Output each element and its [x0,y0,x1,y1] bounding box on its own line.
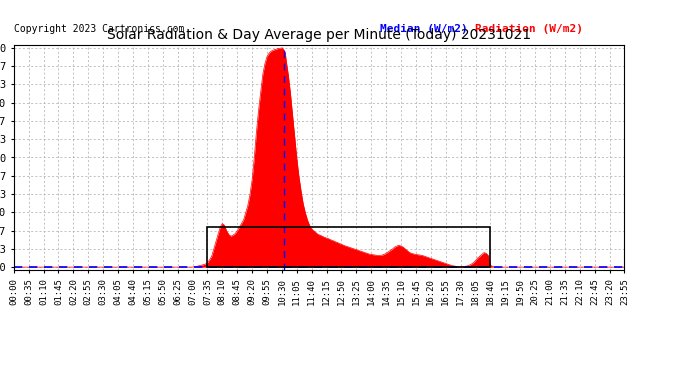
Text: Median (W/m2): Median (W/m2) [380,24,468,33]
Text: Radiation (W/m2): Radiation (W/m2) [475,24,583,33]
Title: Solar Radiation & Day Average per Minute (Today) 20231021: Solar Radiation & Day Average per Minute… [107,28,531,42]
Text: Copyright 2023 Cartronics.com: Copyright 2023 Cartronics.com [14,24,184,33]
Bar [208,227,491,267]
